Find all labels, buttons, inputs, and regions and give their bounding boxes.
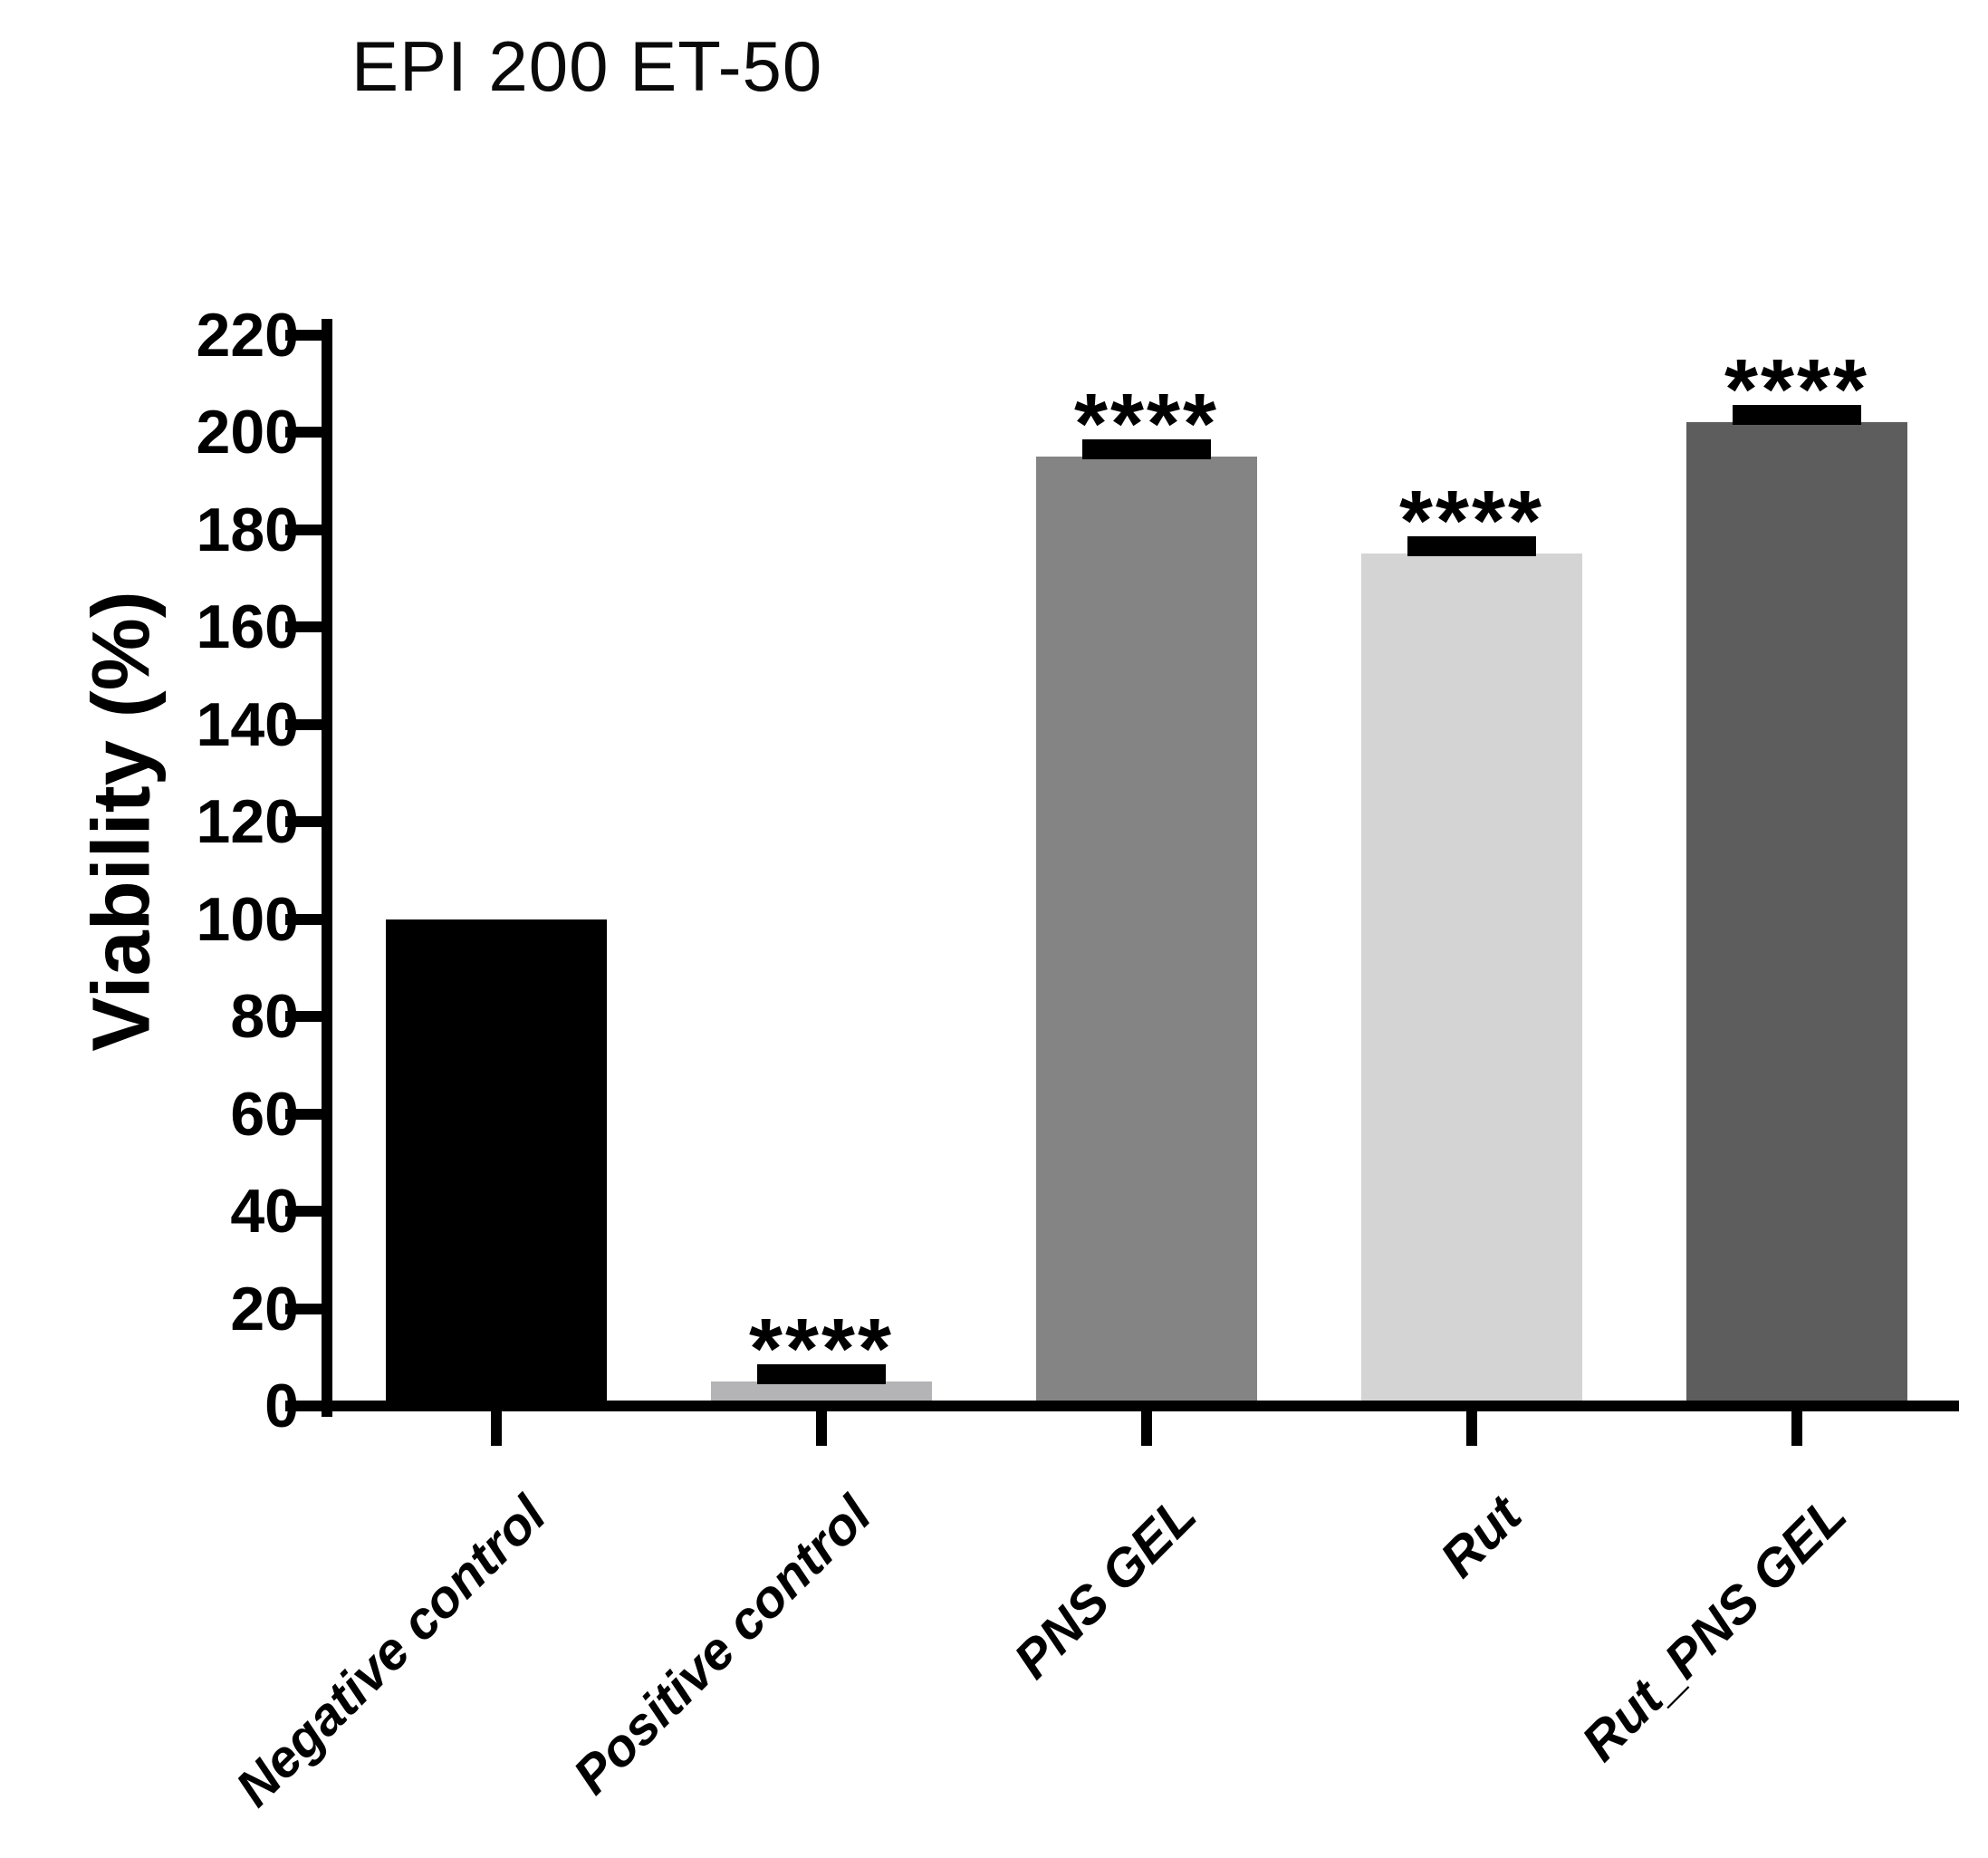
y-tick bbox=[285, 1401, 322, 1411]
x-tick bbox=[1791, 1411, 1802, 1446]
x-tick bbox=[816, 1411, 827, 1446]
bar bbox=[386, 919, 607, 1411]
y-tick-label: 40 bbox=[230, 1177, 299, 1246]
y-tick bbox=[285, 1108, 322, 1120]
y-tick bbox=[285, 1011, 322, 1022]
x-axis-category-label: Rut_PNS GEL bbox=[1570, 1485, 1858, 1773]
bar bbox=[1361, 554, 1582, 1411]
y-tick bbox=[285, 427, 322, 438]
y-tick-label: 200 bbox=[196, 398, 299, 467]
error-bar-cap bbox=[757, 1364, 886, 1385]
y-tick bbox=[285, 621, 322, 632]
x-axis-line bbox=[322, 1401, 1959, 1411]
x-tick bbox=[1141, 1411, 1152, 1446]
x-tick bbox=[1466, 1411, 1477, 1446]
bar bbox=[1686, 422, 1907, 1411]
x-axis-category-label: PNS GEL bbox=[1003, 1485, 1208, 1690]
y-tick-label: 60 bbox=[230, 1079, 299, 1149]
y-tick-label: 140 bbox=[196, 689, 299, 759]
chart-title: EPI 200 ET-50 bbox=[351, 26, 823, 106]
significance-stars: **** bbox=[749, 1301, 894, 1398]
y-tick-label: 100 bbox=[196, 884, 299, 954]
x-axis-category-label: Positive control bbox=[562, 1485, 883, 1805]
significance-stars: **** bbox=[1724, 342, 1869, 438]
y-tick bbox=[285, 524, 322, 535]
y-tick-label: 80 bbox=[230, 982, 299, 1051]
y-tick-label: 220 bbox=[196, 300, 299, 370]
x-axis-category-label: Rut bbox=[1428, 1485, 1533, 1589]
y-tick bbox=[285, 1206, 322, 1217]
y-tick bbox=[285, 1303, 322, 1314]
x-axis-category-label: Negative control bbox=[224, 1485, 558, 1818]
error-bar-cap bbox=[1407, 536, 1536, 557]
y-tick-label: 160 bbox=[196, 592, 299, 661]
y-tick-label: 0 bbox=[264, 1372, 299, 1440]
y-axis-line bbox=[322, 319, 332, 1417]
y-tick-label: 20 bbox=[230, 1274, 299, 1343]
y-tick-label: 180 bbox=[196, 495, 299, 564]
x-tick bbox=[491, 1411, 502, 1446]
error-bar-cap bbox=[1082, 438, 1211, 459]
y-tick-label: 120 bbox=[196, 787, 299, 856]
error-bar-cap bbox=[1733, 405, 1861, 426]
y-tick bbox=[285, 718, 322, 730]
y-tick bbox=[285, 329, 322, 341]
y-tick bbox=[285, 816, 322, 827]
y-tick bbox=[285, 913, 322, 925]
significance-stars: **** bbox=[1074, 375, 1219, 472]
significance-stars: **** bbox=[1399, 473, 1544, 570]
bar bbox=[1036, 456, 1257, 1411]
